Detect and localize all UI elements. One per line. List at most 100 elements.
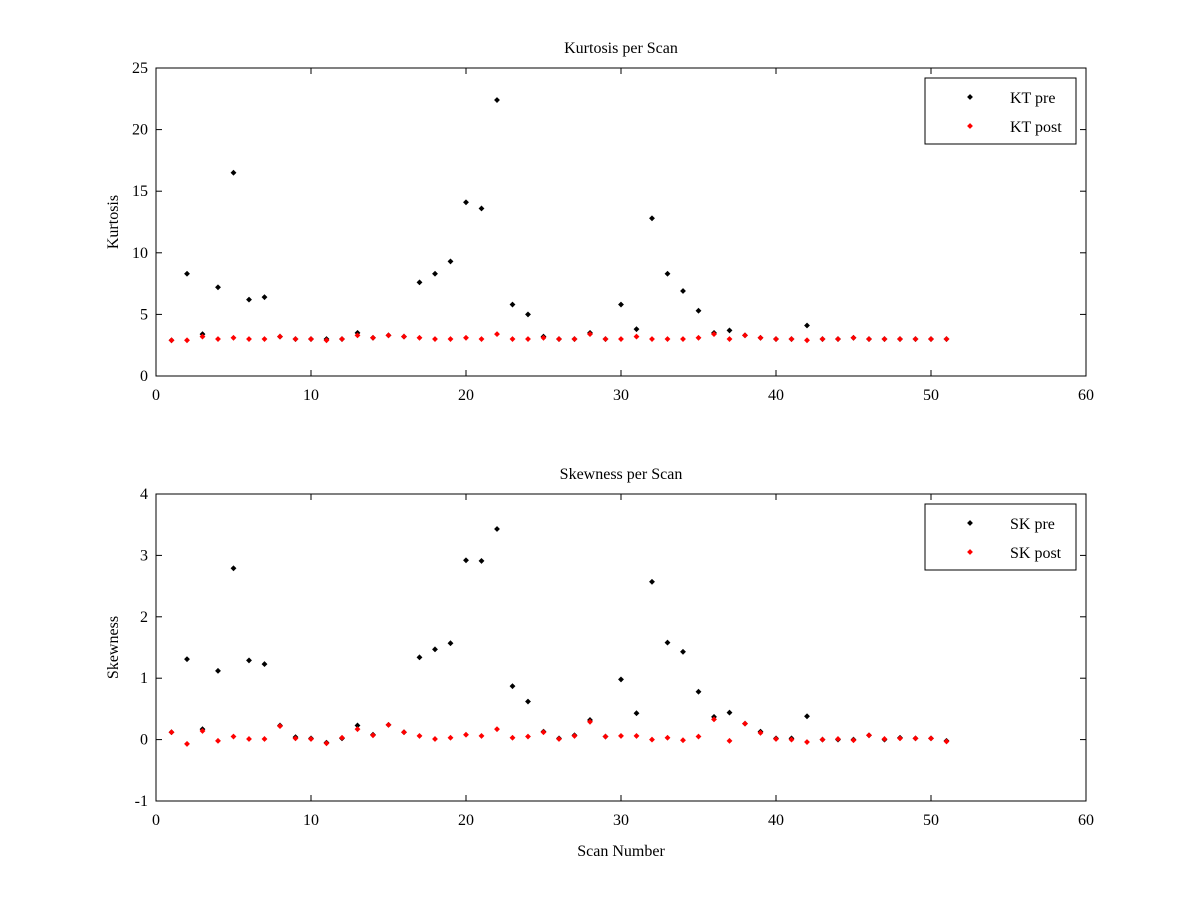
y-tick-label: -1	[135, 793, 148, 810]
x-tick-label: 60	[1078, 812, 1094, 829]
data-point	[897, 735, 903, 742]
data-point	[695, 307, 702, 314]
data-point	[618, 336, 624, 342]
data-point	[835, 336, 841, 342]
data-point	[261, 736, 268, 742]
data-point	[695, 334, 702, 341]
data-point	[897, 336, 903, 342]
legend-box	[924, 77, 1077, 145]
data-point	[308, 336, 314, 342]
data-point	[478, 205, 485, 212]
data-point	[556, 336, 562, 342]
data-point	[742, 720, 748, 727]
y-tick-label: 15	[132, 183, 148, 200]
data-point	[401, 729, 407, 736]
data-point	[416, 279, 423, 286]
data-point	[912, 336, 919, 342]
data-point	[494, 526, 500, 532]
data-point	[401, 333, 407, 340]
data-point	[788, 736, 795, 743]
data-point	[432, 336, 438, 342]
data-point	[354, 726, 361, 733]
legend-marker	[967, 520, 973, 526]
data-point	[757, 729, 764, 736]
data-point	[199, 728, 206, 734]
x-tick-label: 20	[458, 387, 474, 404]
y-tick-label: 0	[140, 732, 148, 749]
data-point	[463, 334, 469, 341]
data-point	[819, 336, 826, 342]
data-point	[432, 736, 438, 742]
data-point	[292, 735, 299, 742]
data-point	[773, 336, 779, 342]
y-axis-label: Kurtosis	[105, 195, 122, 249]
y-tick-label: 1	[140, 670, 148, 687]
data-point	[633, 732, 640, 739]
data-point	[494, 331, 500, 338]
data-point	[711, 331, 717, 338]
data-point	[184, 740, 190, 747]
data-point	[199, 333, 206, 340]
data-point	[385, 721, 392, 728]
data-point	[928, 735, 934, 742]
data-point	[571, 732, 578, 739]
data-point	[432, 646, 438, 653]
legend-label: KT post	[1010, 119, 1062, 136]
data-point	[184, 656, 190, 663]
data-point	[835, 736, 841, 742]
data-point	[509, 336, 516, 342]
y-tick-label: 20	[132, 122, 148, 139]
series-post	[168, 331, 950, 344]
data-point	[525, 336, 531, 342]
data-point	[602, 336, 609, 342]
data-point	[215, 284, 221, 291]
x-tick-label: 0	[152, 387, 160, 404]
x-tick-label: 0	[152, 812, 160, 829]
data-point	[804, 322, 810, 329]
legend-label: KT pre	[1010, 90, 1055, 107]
data-point	[525, 698, 531, 705]
data-point	[680, 737, 686, 744]
data-point	[246, 736, 252, 742]
data-point	[525, 311, 531, 318]
data-point	[602, 733, 609, 740]
data-point	[726, 709, 733, 716]
x-tick-label: 60	[1078, 387, 1094, 404]
data-point	[726, 737, 733, 744]
data-point	[571, 336, 578, 342]
data-point	[215, 737, 221, 744]
data-point	[633, 333, 640, 340]
data-point	[618, 676, 624, 683]
data-point	[447, 258, 454, 265]
data-point	[788, 336, 795, 342]
data-point	[850, 334, 857, 341]
data-point	[804, 739, 810, 745]
skewness-panel: Skewness per Scan Skewness Scan Number 0…	[105, 466, 1094, 860]
kurtosis-panel: Kurtosis per Scan Kurtosis 0 10 20 30 40 50 60…	[105, 40, 1094, 404]
data-point	[463, 731, 469, 738]
data-point	[509, 734, 516, 741]
data-point	[215, 667, 221, 674]
data-point	[695, 688, 702, 695]
data-point	[478, 558, 485, 564]
y-tick-label: 0	[140, 368, 148, 385]
data-point	[261, 294, 268, 301]
data-point	[866, 336, 872, 342]
data-point	[354, 332, 361, 339]
legend-marker	[967, 549, 973, 555]
data-point	[943, 336, 950, 342]
x-tick-label: 50	[923, 812, 939, 829]
chart-title: Kurtosis per Scan	[564, 40, 678, 57]
data-point	[850, 737, 857, 744]
data-point	[649, 215, 655, 222]
data-point	[742, 332, 748, 339]
data-point	[494, 97, 500, 103]
data-point	[649, 578, 655, 585]
data-point	[587, 331, 593, 338]
data-point	[943, 738, 950, 745]
data-point	[773, 736, 779, 742]
y-tick-label: 4	[140, 486, 148, 503]
series-post	[168, 716, 950, 747]
